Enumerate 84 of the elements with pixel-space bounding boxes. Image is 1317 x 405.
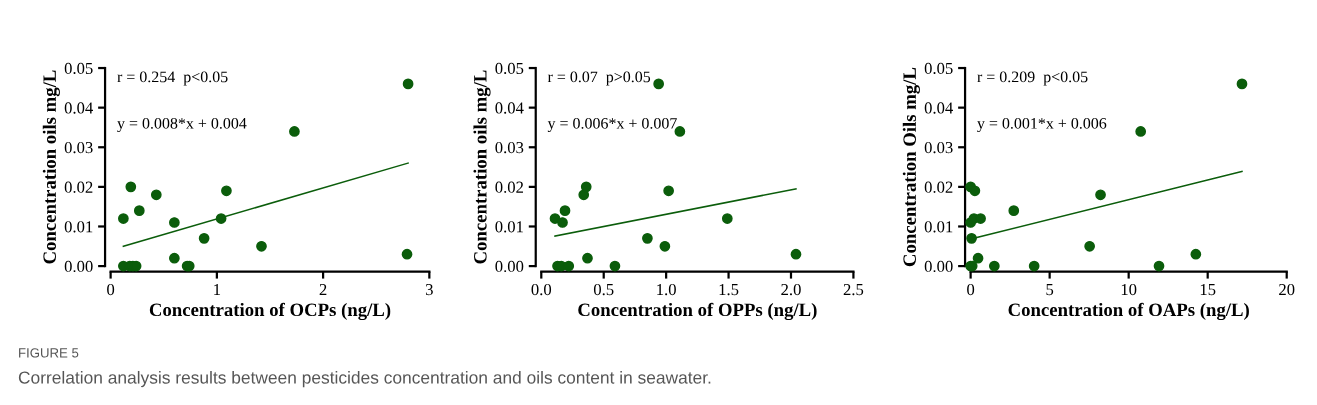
point (1153, 260, 1165, 272)
x-axis-title: Concentration of OPPs (ng/L) (578, 302, 817, 321)
x-tick-label: 3 (425, 283, 433, 296)
point (988, 260, 1000, 272)
x-tick-label: 15 (1200, 284, 1216, 296)
x-tick-label: 2.5 (843, 283, 864, 296)
point (721, 213, 733, 224)
point (663, 185, 674, 197)
point (969, 185, 981, 197)
point (169, 252, 180, 264)
y-tick-label: 0.05 (64, 62, 93, 75)
y-tick-label: 0.00 (495, 260, 524, 273)
y-tick-label: 0.02 (495, 181, 524, 193)
y-tick-label: 0.05 (495, 62, 524, 75)
y-tick-label: 0.02 (64, 181, 93, 193)
annotation: y = 0.001*x + 0.006 (977, 117, 1107, 133)
y-tick-label: 0.05 (924, 62, 953, 75)
point (653, 78, 665, 90)
y-tick-label: 0.01 (64, 221, 93, 233)
point (659, 240, 671, 252)
x-tick-label: 0 (107, 283, 115, 296)
x-tick-label: 1 (214, 284, 221, 296)
y-tick-label: 0.04 (64, 102, 94, 114)
point (401, 248, 413, 260)
x-tick-label: 20 (1279, 283, 1295, 296)
annotation: r = 0.07 p>0.05 (547, 71, 651, 86)
point (1028, 260, 1040, 272)
point (557, 217, 568, 228)
point (790, 248, 802, 260)
point (1008, 205, 1020, 216)
y-tick-label: 0.00 (64, 260, 93, 273)
point (256, 240, 267, 252)
point (559, 205, 571, 216)
point (118, 213, 129, 224)
point (549, 213, 561, 224)
y-tick-label: 0.01 (495, 221, 523, 233)
y-tick-label: 0.02 (924, 181, 953, 193)
y-tick-label: 0.04 (924, 102, 954, 114)
y-axis-title: Concentration oils mg/L (42, 70, 60, 264)
x-tick-label: 1.0 (657, 283, 676, 296)
point (198, 233, 210, 244)
point (972, 252, 984, 264)
y-tick-label: 0.03 (64, 141, 93, 154)
point (289, 126, 300, 137)
y-axis-title: Concentration Oils mg/L (902, 67, 920, 267)
x-tick-label: 0.0 (531, 283, 552, 296)
y-tick-label: 0.03 (924, 141, 953, 154)
point (221, 185, 232, 197)
annotation: y = 0.008*x + 0.004 (117, 117, 247, 133)
point (642, 233, 653, 244)
point (1236, 78, 1248, 90)
x-tick-label: 0.5 (593, 283, 614, 296)
point (1135, 126, 1147, 137)
x-tick-label: 10 (1121, 283, 1137, 296)
x-axis-title: Concentration of OCPs (ng/L) (149, 302, 391, 321)
x-tick-label: 2 (319, 283, 327, 296)
x-tick-label: 0 (967, 283, 975, 296)
point (966, 233, 977, 244)
x-tick-label: 1.5 (719, 284, 739, 296)
x-tick-label: 5 (1046, 284, 1054, 296)
y-tick-label: 0.00 (924, 260, 953, 273)
annotation: y = 0.006*x + 0.007 (547, 117, 677, 133)
annotation: r = 0.254 p<0.05 (117, 71, 228, 86)
point (1084, 240, 1095, 252)
point (169, 217, 180, 228)
x-axis-title: Concentration of OAPs (ng/L) (1008, 302, 1249, 321)
y-axis-title: Concentration oils mg/L (473, 70, 491, 264)
caption: FIGURE 5 (19, 348, 79, 358)
point (133, 205, 145, 216)
point (215, 213, 227, 224)
y-tick-label: 0.04 (495, 102, 524, 114)
point (609, 260, 621, 272)
point (402, 78, 414, 90)
annotation: r = 0.209 p<0.05 (977, 71, 1088, 86)
y-tick-label: 0.03 (495, 141, 524, 154)
point (1190, 248, 1202, 260)
point (1095, 189, 1106, 201)
x-tick-label: 2.0 (781, 283, 801, 296)
point (125, 181, 137, 193)
text: Correlation analysis results between pesticides concentration and oils content in seawater. (18, 370, 711, 388)
point (580, 181, 592, 193)
point (150, 189, 162, 201)
point (582, 252, 593, 264)
y-tick-label: 0.01 (924, 221, 953, 233)
